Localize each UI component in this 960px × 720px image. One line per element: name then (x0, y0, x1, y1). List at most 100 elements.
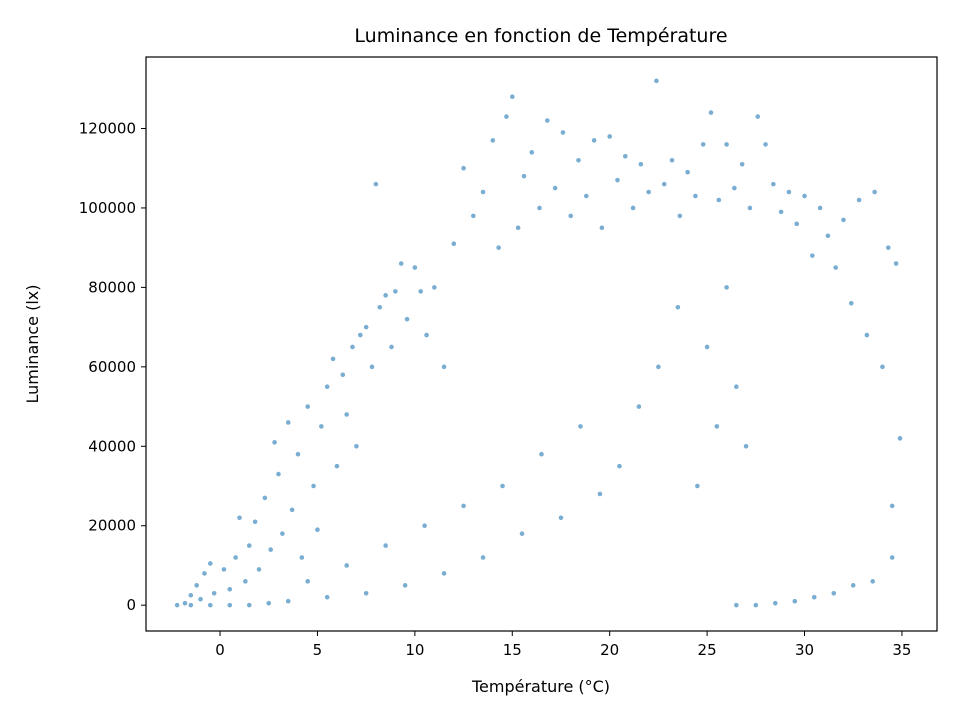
scatter-point (252, 519, 258, 525)
scatter-point (441, 571, 447, 576)
scatter-point (675, 304, 681, 310)
scatter-point (755, 114, 761, 119)
scatter-point (363, 324, 369, 330)
scatter-point (272, 440, 277, 445)
scatter-point (451, 241, 457, 246)
scatter-point (311, 483, 316, 489)
scatter-point (529, 150, 535, 155)
scatter-point (393, 289, 398, 294)
scatter-point (685, 169, 690, 175)
scatter-point (418, 289, 424, 294)
scatter-point (708, 110, 714, 115)
scatter-point (739, 161, 745, 167)
scatter-point (817, 205, 823, 211)
scatter-point (344, 563, 349, 568)
scatter-point (622, 154, 628, 159)
scatter-point (747, 205, 753, 211)
scatter-point (552, 185, 558, 191)
scatter-point (221, 567, 227, 572)
scatter-point (340, 372, 346, 378)
scatter-point (509, 94, 515, 100)
x-tick-label: 35 (892, 641, 911, 659)
scatter-point (716, 197, 722, 203)
scatter-point (412, 265, 418, 270)
scatter-point (305, 579, 311, 584)
chart-title: Luminance en fonction de Température (354, 25, 727, 47)
scatter-point (615, 177, 620, 183)
scatter-point (704, 344, 710, 350)
scatter-point (810, 253, 815, 258)
scatter-points (174, 78, 903, 608)
scatter-point (700, 142, 706, 147)
scatter-point (794, 221, 800, 227)
scatter-point (202, 571, 207, 576)
scatter-point (724, 142, 729, 147)
scatter-point (496, 245, 501, 250)
x-axis-label: Température (°C) (471, 677, 610, 696)
scatter-point (870, 579, 876, 584)
scatter-point (330, 356, 336, 362)
y-tick-label: 0 (126, 596, 136, 614)
scatter-point (207, 602, 213, 608)
scatter-point (504, 114, 509, 119)
scatter-point (441, 364, 447, 370)
scatter-point (607, 134, 612, 139)
scatter-point (558, 515, 564, 521)
scatter-point (786, 189, 792, 195)
scatter-point (669, 157, 675, 163)
scatter-point (280, 531, 285, 536)
scatter-point (872, 189, 877, 195)
scatter-point (848, 300, 854, 306)
y-tick-label: 100000 (79, 199, 136, 217)
scatter-point (831, 590, 837, 596)
scatter-point (630, 205, 636, 211)
scatter-point (833, 265, 838, 270)
y-tick-label: 120000 (79, 120, 136, 138)
scatter-point (500, 483, 505, 489)
plot-area (145, 56, 938, 632)
y-tick-label: 40000 (88, 437, 136, 455)
x-tick-label: 15 (503, 641, 522, 659)
scatter-point (599, 225, 605, 231)
x-tick-label: 0 (215, 641, 225, 659)
scatter-point (358, 332, 363, 338)
scatter-point (841, 217, 846, 223)
scatter-point (383, 293, 388, 298)
scatter-point (732, 185, 737, 191)
scatter-point (778, 209, 784, 215)
scatter-point (519, 531, 525, 536)
scatter-point (578, 424, 583, 429)
scatter-point (677, 213, 683, 219)
scatter-point (262, 495, 268, 501)
plot-frame (145, 56, 938, 632)
scatter-point (324, 384, 330, 390)
scatter-point (889, 555, 895, 560)
scatter-point (266, 600, 272, 606)
scatter-point (864, 332, 870, 338)
scatter-point (661, 181, 667, 187)
scatter-point (850, 583, 856, 588)
scatter-point (350, 344, 355, 350)
y-tick-label: 80000 (88, 278, 136, 296)
scatter-point (490, 138, 496, 143)
scatter-point (334, 463, 340, 469)
scatter-point (792, 598, 798, 604)
scatter-point (246, 543, 252, 548)
scatter-point (693, 193, 698, 199)
scatter-point (207, 561, 213, 566)
scatter-point (856, 197, 862, 203)
scatter-point (319, 424, 324, 429)
scatter-point (617, 463, 622, 469)
scatter-point (880, 364, 885, 370)
scatter-point (377, 304, 383, 310)
y-tick-label: 60000 (88, 358, 136, 376)
scatter-point (568, 213, 574, 219)
scatter-point (227, 602, 233, 608)
scatter-point (743, 443, 749, 449)
scatter-point (188, 592, 194, 598)
scatter-point (521, 173, 527, 179)
y-tick-label: 20000 (88, 517, 136, 535)
scatter-point (354, 443, 359, 449)
scatter-point (825, 233, 831, 239)
